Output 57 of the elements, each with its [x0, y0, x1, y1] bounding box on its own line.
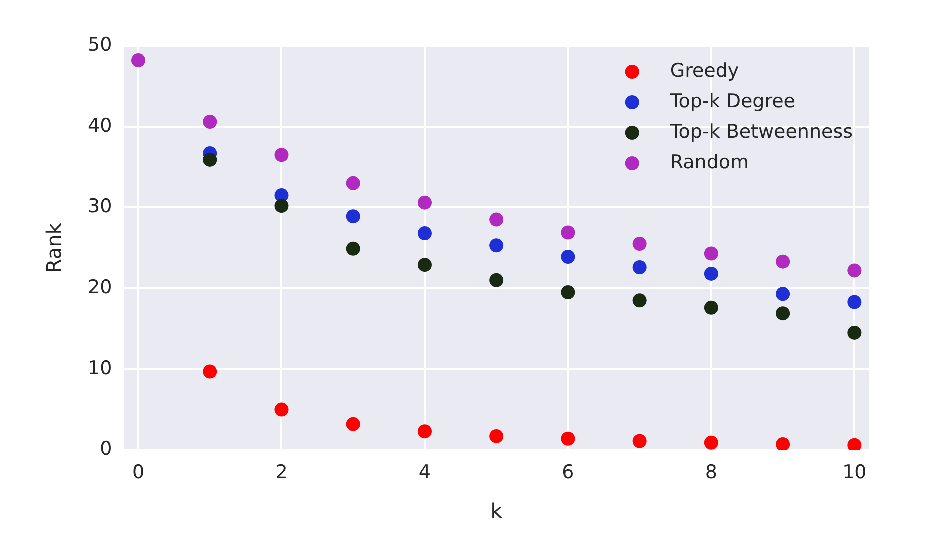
y-tick-label: 40: [88, 114, 112, 137]
point: [561, 286, 576, 300]
point: [561, 226, 576, 240]
legend-label: Greedy: [670, 60, 740, 82]
point: [848, 438, 862, 450]
x-tick-label: 6: [562, 462, 574, 484]
point: [203, 152, 218, 167]
point: [418, 424, 432, 439]
point: [561, 432, 576, 446]
point: [632, 260, 647, 274]
x-tick-label: 0: [132, 462, 145, 484]
legend-label: Top-k Betweenness: [669, 120, 853, 143]
point: [848, 264, 862, 278]
point: [632, 237, 647, 252]
point: [418, 258, 432, 272]
point: [274, 148, 289, 162]
point: [274, 402, 289, 417]
x-tick-label: 4: [418, 462, 432, 484]
point: [346, 210, 360, 224]
point: [632, 294, 647, 308]
y-axis-title: Rank: [42, 222, 66, 274]
y-tick-label: 30: [88, 196, 112, 218]
point: [848, 295, 862, 310]
point: [776, 306, 790, 321]
point: [704, 436, 718, 450]
point: [561, 250, 576, 264]
x-tick-label: 2: [276, 462, 288, 484]
point: [203, 364, 218, 379]
point: [776, 254, 790, 269]
y-tick-label: 50: [88, 34, 112, 56]
point: [632, 434, 647, 448]
y-tick-label: 20: [88, 276, 112, 298]
point: [203, 114, 218, 129]
point: [346, 242, 360, 256]
point: [418, 196, 432, 210]
point: [848, 326, 862, 340]
point: [776, 287, 790, 302]
point: [346, 176, 360, 190]
point: [704, 266, 718, 281]
point: [346, 417, 360, 432]
point: [704, 246, 718, 261]
legend-label: Random: [670, 151, 750, 174]
point: [490, 238, 504, 253]
y-tick-label: 10: [88, 357, 112, 380]
x-axis-title: k: [490, 499, 503, 524]
point: [274, 199, 289, 214]
point: [704, 300, 718, 315]
point: [490, 273, 504, 288]
point: [490, 212, 504, 227]
legend-label: Top-k Degree: [669, 90, 796, 112]
point: [418, 226, 432, 241]
y-tick-label: 0: [100, 438, 112, 460]
point: [132, 54, 146, 68]
point: [776, 438, 790, 450]
x-tick-label: 10: [842, 462, 867, 484]
point: [490, 429, 504, 444]
x-tick-label: 8: [705, 462, 718, 484]
